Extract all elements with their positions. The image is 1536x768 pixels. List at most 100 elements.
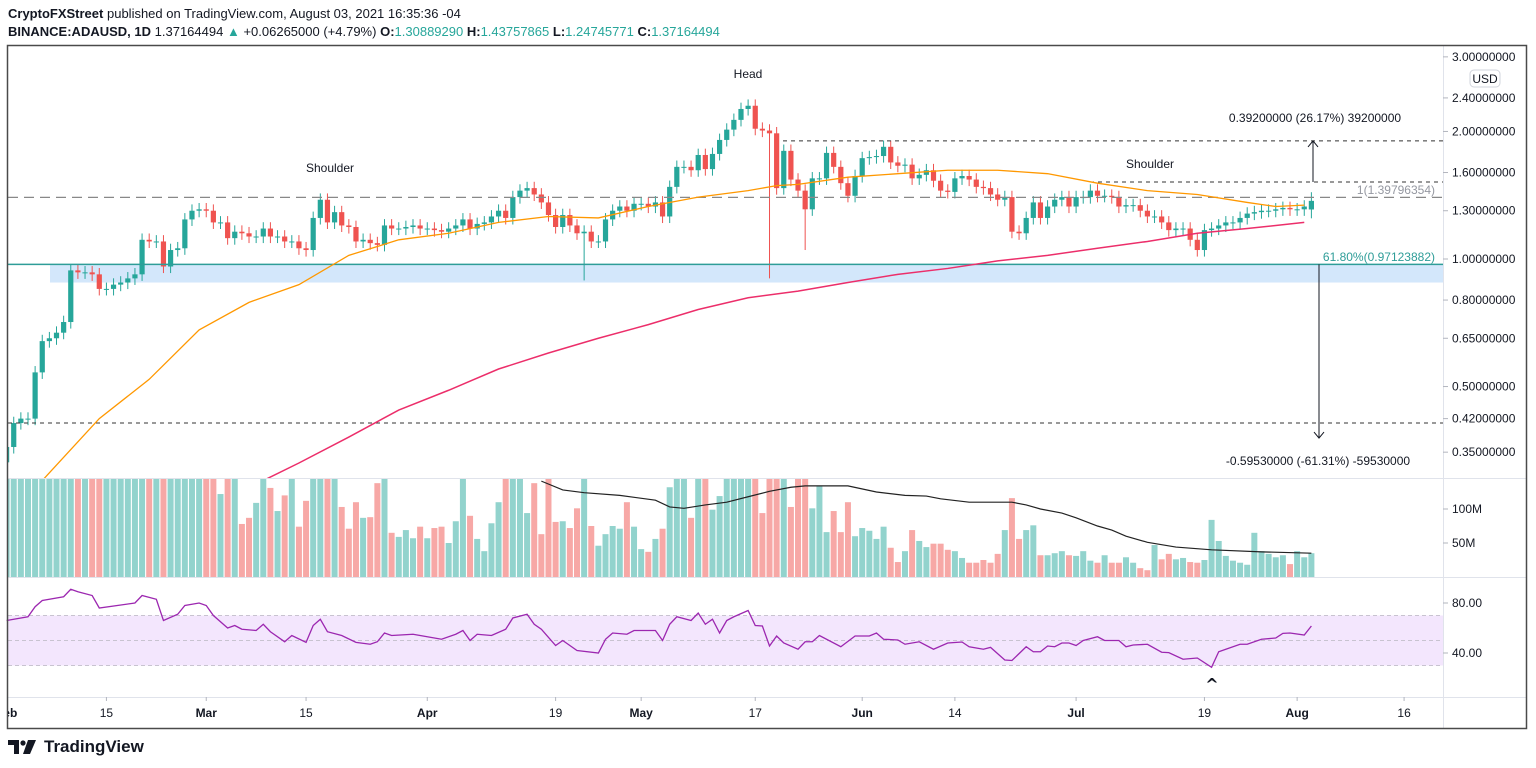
volume-bar xyxy=(196,479,203,577)
volume-bar xyxy=(944,549,951,577)
candle-body xyxy=(795,179,801,191)
candle-body xyxy=(89,272,95,275)
volume-bar xyxy=(253,502,260,577)
candle-body xyxy=(838,166,844,184)
candle-body xyxy=(652,202,659,207)
candle-body xyxy=(1130,205,1136,207)
fib-618-label: 61.80%(0.97123882) xyxy=(1323,250,1435,264)
volume-bar xyxy=(459,479,466,577)
volume-bar xyxy=(388,532,395,577)
rsi-tick-label: 80.00 xyxy=(1452,596,1482,610)
candle-body xyxy=(674,166,680,187)
candle-body xyxy=(367,239,373,244)
candle-body xyxy=(816,178,823,180)
candle-body xyxy=(866,157,872,159)
candle-body xyxy=(153,241,159,243)
volume-bar xyxy=(524,513,531,577)
volume-bar xyxy=(1058,551,1065,577)
publisher-name[interactable]: CryptoFXStreet xyxy=(8,6,104,21)
volume-bar xyxy=(730,479,737,577)
candle-body xyxy=(1258,210,1265,213)
volume-bar xyxy=(395,536,402,577)
volume-bar xyxy=(203,479,210,577)
volume-bar xyxy=(374,483,381,577)
volume-bar xyxy=(780,479,787,577)
candle-body xyxy=(403,226,409,229)
volume-bar xyxy=(980,560,987,577)
volume-bar xyxy=(267,487,274,577)
candle-body xyxy=(617,206,623,211)
candle-body xyxy=(125,278,131,283)
candle-body xyxy=(738,108,744,120)
volume-bar xyxy=(1187,562,1194,577)
volume-ma-line xyxy=(541,480,1312,554)
volume-bar xyxy=(1172,559,1179,577)
volume-bar xyxy=(545,479,552,577)
published-text: published on TradingView.com, August 03,… xyxy=(106,6,461,21)
candle-body xyxy=(303,248,309,251)
time-tick-label: Jul xyxy=(1067,706,1084,720)
candle-body xyxy=(802,190,808,210)
candle-body xyxy=(709,153,716,170)
candle-body xyxy=(774,133,780,189)
candle-body xyxy=(645,203,651,207)
volume-bar xyxy=(1123,557,1130,577)
volume-bar xyxy=(659,528,666,577)
candle-body xyxy=(453,225,459,229)
volume-bar xyxy=(1180,557,1187,577)
volume-bar xyxy=(82,479,89,577)
candle-body xyxy=(1287,207,1293,210)
candle-body xyxy=(1102,195,1108,197)
candle-body xyxy=(888,146,894,163)
volume-bar xyxy=(844,502,851,577)
time-tick-label: Feb xyxy=(0,706,17,720)
time-tick-label: 17 xyxy=(749,706,763,720)
volume-bar xyxy=(424,538,431,577)
volume-bar xyxy=(866,530,873,577)
candle-body xyxy=(460,219,466,226)
axes-layer: 3.00000000 2.40000000 2.00000000 1.60000000… xyxy=(8,46,1527,728)
tradingview-logo[interactable]: TradingView xyxy=(8,737,144,757)
volume-bar xyxy=(1001,530,1008,577)
volume-bar xyxy=(246,517,253,577)
volume-bar xyxy=(695,479,702,577)
candle-body xyxy=(880,146,887,157)
logo-text: TradingView xyxy=(44,737,144,756)
candle-body xyxy=(353,226,359,242)
candle-body xyxy=(1180,228,1186,230)
candle-body xyxy=(517,190,523,198)
currency-label: USD xyxy=(1472,72,1498,86)
volume-bar xyxy=(1044,555,1051,577)
tradingview-logo-icon xyxy=(8,740,36,754)
price-tick-label: 2.00000000 xyxy=(1452,124,1516,138)
volume-bar xyxy=(816,485,823,577)
currency-badge[interactable] xyxy=(1469,69,1501,88)
volume-bar xyxy=(1115,562,1122,577)
candle-body xyxy=(1116,197,1122,207)
candle-body xyxy=(1166,222,1172,231)
candle-body xyxy=(1223,222,1229,226)
volume-bar xyxy=(930,543,937,577)
volume-bar xyxy=(445,543,452,577)
candle-body xyxy=(132,274,138,279)
price-tick-label: 0.80000000 xyxy=(1452,293,1516,307)
volume-bar xyxy=(923,547,930,577)
candle-body xyxy=(360,239,366,242)
volume-bar xyxy=(581,479,588,577)
volume-bar xyxy=(210,479,217,577)
candle-body xyxy=(788,150,794,180)
volume-bar xyxy=(951,551,958,577)
volume-bar xyxy=(74,479,81,577)
volume-bar xyxy=(716,496,723,577)
volume-pane xyxy=(8,479,1315,577)
candle-body xyxy=(567,215,573,226)
candle-body xyxy=(510,197,516,218)
candle-body xyxy=(545,202,552,216)
volume-bar xyxy=(859,528,866,577)
candle-body xyxy=(139,239,145,275)
volume-bar xyxy=(1229,560,1236,577)
candle-body xyxy=(845,183,851,196)
candle-body xyxy=(987,188,994,195)
candle-body xyxy=(46,338,52,342)
